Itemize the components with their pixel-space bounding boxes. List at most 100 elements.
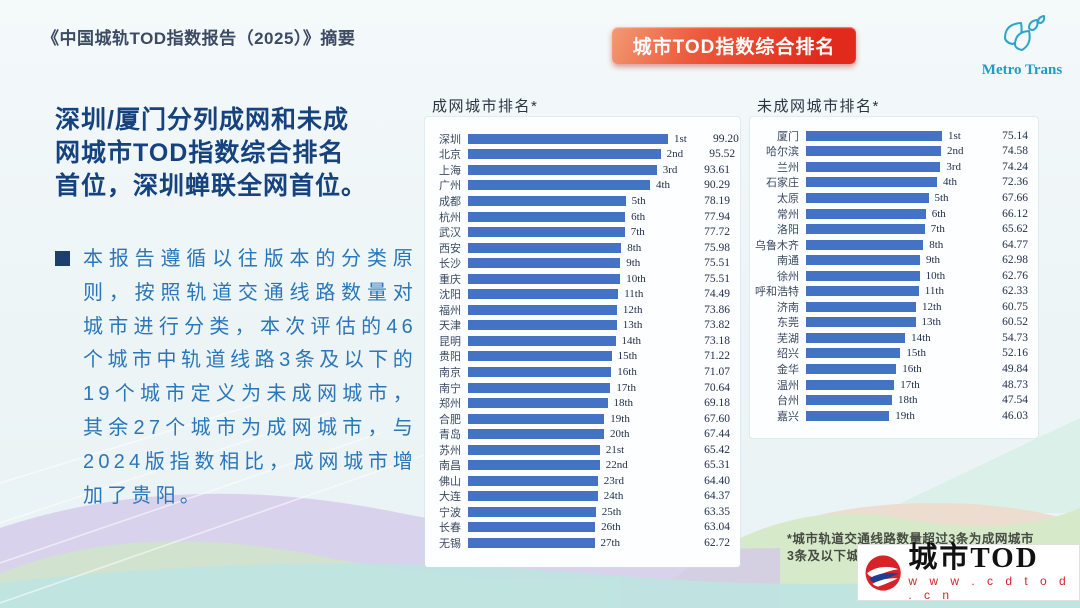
summary-paragraph: 本报告遵循以往版本的分类原则，按照轨道交通线路数量对城市进行分类，本次评估的46… — [55, 243, 417, 513]
chart-row: 重庆 10th 75.51 — [425, 271, 730, 287]
rank-label: 14th — [621, 334, 642, 347]
value-label: 77.94 — [704, 210, 730, 223]
city-label: 天津 — [439, 320, 461, 333]
city-label: 济南 — [777, 301, 799, 314]
value-label: 54.73 — [1002, 331, 1028, 344]
chart-row: 洛阳 7th 65.62 — [750, 221, 1028, 237]
rank-label: 16th — [617, 365, 637, 378]
rank-label: 13th — [921, 316, 942, 329]
value-bar — [468, 537, 595, 548]
bar-zone: 27th — [468, 537, 678, 549]
city-label: 苏州 — [439, 444, 461, 457]
rank-label: 6th — [931, 207, 946, 220]
value-bar — [468, 320, 617, 331]
city-label: 大连 — [439, 491, 461, 504]
value-bar — [468, 522, 596, 533]
chart-row: 苏州 21st 65.42 — [425, 442, 730, 458]
bar-zone: 16th — [806, 363, 976, 375]
value-label: 65.31 — [704, 459, 730, 472]
chart-row: 无锡 27th 62.72 — [425, 535, 730, 551]
chart-row: 贵阳 15th 71.22 — [425, 349, 730, 365]
city-label: 贵阳 — [439, 351, 461, 364]
value-bar — [806, 363, 897, 374]
chart-rows: 厦门 1st 75.14 哈尔滨 2nd 74.58 兰州 3rd 74.24 石家庄 4th 72.… — [750, 128, 1028, 423]
city-label: 无锡 — [439, 538, 461, 550]
chart-row: 成都 5th 78.19 — [425, 193, 730, 209]
chart-row: 南昌 22nd 65.31 — [425, 457, 730, 473]
value-bar — [468, 258, 621, 269]
city-label: 长沙 — [439, 258, 461, 271]
city-label: 成都 — [439, 195, 461, 208]
value-bar — [468, 133, 668, 144]
rank-label: 8th — [929, 238, 944, 251]
value-bar — [806, 395, 892, 406]
value-label: 46.03 — [1002, 409, 1028, 422]
bar-zone: 5th — [806, 192, 976, 204]
chart-row: 昆明 14th 73.18 — [425, 333, 730, 349]
value-label: 73.86 — [704, 303, 730, 316]
city-label: 东莞 — [777, 317, 799, 330]
cdtod-logo: 城市TOD w w w . c d t o d . c n — [857, 543, 1080, 602]
bar-zone: 23rd — [468, 475, 678, 487]
rank-label: 1st — [948, 129, 961, 142]
value-bar — [806, 146, 941, 157]
value-bar — [468, 304, 617, 315]
chart-title-networked: 成网城市排名* — [432, 98, 539, 115]
city-label: 南宁 — [439, 382, 461, 395]
value-label: 74.24 — [1002, 160, 1028, 173]
rank-label: 23rd — [603, 474, 624, 487]
value-label: 62.33 — [1002, 285, 1028, 298]
city-label: 徐州 — [777, 270, 799, 283]
rank-label: 10th — [925, 269, 946, 282]
value-label: 74.49 — [704, 288, 730, 301]
value-bar — [468, 413, 605, 424]
rank-label: 16th — [902, 362, 922, 375]
rank-label: 15th — [617, 350, 638, 363]
bar-zone: 19th — [468, 413, 678, 425]
city-label: 乌鲁木齐 — [755, 239, 799, 252]
rank-label: 12th — [622, 303, 643, 316]
value-bar — [468, 460, 600, 471]
bar-zone: 7th — [468, 226, 678, 238]
rank-label: 13th — [622, 319, 643, 332]
rank-label: 3rd — [946, 160, 962, 173]
city-label: 青岛 — [439, 429, 461, 442]
bar-zone: 18th — [806, 394, 976, 406]
leaf-icon — [1004, 15, 1046, 51]
rank-label: 21st — [605, 443, 625, 456]
value-label: 75.98 — [704, 241, 730, 254]
bar-zone: 11th — [468, 288, 678, 300]
headline-line-2: 网城市TOD指数综合排名 — [55, 139, 345, 167]
city-label: 宁波 — [439, 506, 461, 519]
chart-row: 长沙 9th 75.51 — [425, 255, 730, 271]
rank-label: 1st — [674, 132, 687, 145]
bar-zone: 15th — [806, 347, 976, 359]
chart-row: 大连 24th 64.37 — [425, 489, 730, 505]
bar-zone: 22nd — [468, 459, 678, 471]
chart-row: 济南 12th 60.75 — [750, 299, 1028, 315]
bar-zone: 21st — [468, 444, 678, 456]
chart-rows: 深圳 1st 99.20 北京 2nd 95.52 上海 3rd 93.61 广州 4th 90.29… — [425, 131, 739, 551]
value-bar — [468, 382, 611, 393]
rank-label: 19th — [895, 409, 915, 422]
value-label: 52.16 — [1002, 347, 1028, 360]
chart-row: 常州 6th 66.12 — [750, 206, 1028, 222]
bar-zone: 18th — [468, 397, 678, 409]
value-label: 67.60 — [704, 412, 730, 425]
value-bar — [806, 317, 916, 328]
bar-zone: 9th — [468, 257, 678, 269]
chart-row: 沈阳 11th 74.49 — [425, 286, 730, 302]
summary-text: 本报告遵循以往版本的分类原则，按照轨道交通线路数量对城市进行分类，本次评估的46… — [83, 248, 417, 507]
city-label: 洛阳 — [777, 224, 799, 237]
value-label: 48.73 — [1002, 378, 1028, 391]
value-bar — [468, 475, 598, 486]
rank-label: 25th — [601, 505, 622, 518]
value-label: 72.36 — [1002, 176, 1028, 189]
value-bar — [806, 301, 916, 312]
rank-label: 10th — [626, 272, 646, 285]
city-label: 沈阳 — [439, 289, 461, 302]
bar-zone: 8th — [806, 239, 976, 251]
value-label: 62.76 — [1002, 269, 1028, 282]
value-bar — [806, 410, 890, 421]
headline-line-1: 深圳/厦门分列成网和未成 — [55, 106, 349, 134]
